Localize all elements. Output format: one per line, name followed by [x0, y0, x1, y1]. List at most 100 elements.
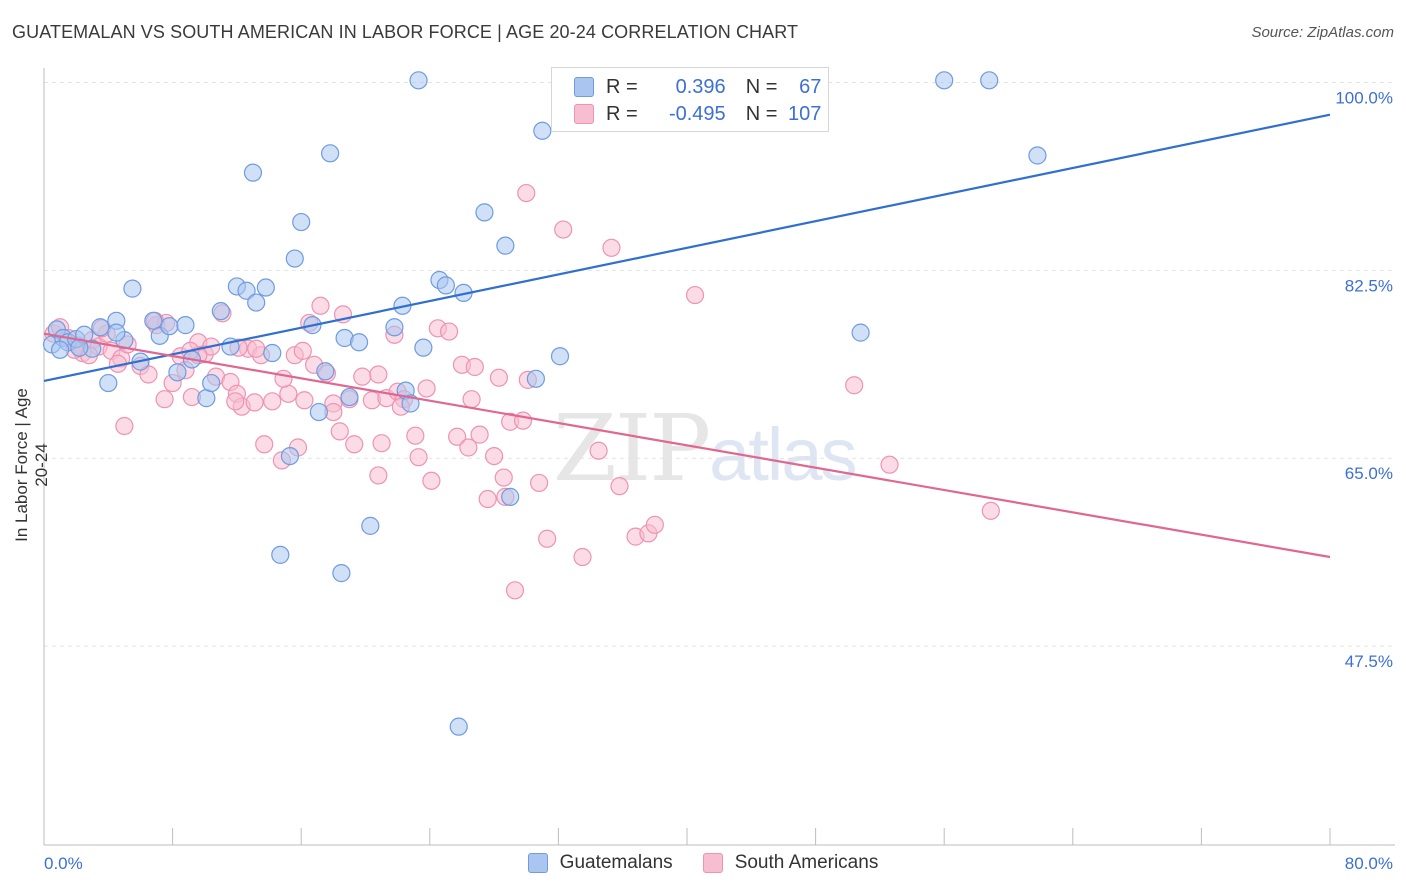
legend-row-guatemalans: R = 0.396 N = 67 [574, 74, 821, 100]
guatemalan-point [316, 362, 335, 381]
guatemalan-point [332, 564, 351, 583]
guatemalan-point [385, 318, 404, 337]
guatemalan-point [211, 302, 230, 321]
south-american-point [589, 441, 608, 460]
guatemalan-point [851, 323, 870, 342]
guatemalan-point [321, 144, 340, 163]
guatemalan-point [99, 373, 118, 393]
south-american-point [245, 393, 264, 412]
south-american-point [311, 296, 330, 315]
guatemalan-point [533, 121, 552, 140]
south-american-point [645, 515, 664, 534]
south-american-point [981, 501, 1000, 520]
guatemalan-point [202, 373, 221, 393]
south-american-point [485, 446, 504, 466]
south-american-point [439, 322, 459, 341]
south-american-point [470, 425, 489, 444]
south-american-point [554, 220, 573, 239]
guatemalan-point [550, 347, 570, 366]
south-american-point [610, 477, 629, 496]
guatemalan-point [349, 333, 369, 352]
legend-n-value: 107 [788, 102, 822, 125]
legend-label-south-americans: South Americans [734, 852, 879, 873]
south-american-point [845, 376, 864, 395]
guatemalan-point [401, 394, 420, 413]
legend-n-label: N = [745, 75, 778, 98]
south-american-point [489, 368, 509, 387]
south-american-point [417, 379, 436, 398]
y-tick-label: 65.0% [1345, 464, 1393, 483]
south-american-point [517, 183, 536, 203]
south-american-point [369, 365, 388, 384]
guatemalan-point [280, 446, 300, 466]
y-axis-label: In Labor Force | Age 20-24 [12, 388, 51, 542]
legend-label-guatemalans: Guatemalans [559, 852, 673, 873]
legend-r-value: 0.396 [675, 75, 726, 98]
guatemalan-point [409, 71, 428, 90]
guatemalan-point [1028, 146, 1047, 165]
guatemalan-point [50, 340, 70, 359]
south-american-point [602, 238, 621, 257]
guatemalan-point [91, 318, 110, 337]
south-american-point [478, 489, 497, 509]
guatemalan-point [475, 203, 494, 222]
guatemalan-point [526, 369, 545, 388]
guatemalan-point [449, 717, 468, 736]
south-american-point [406, 426, 425, 445]
guatemalan-point [176, 316, 195, 335]
guatemalan-point [168, 363, 187, 382]
south-american-point [279, 384, 298, 403]
guatemalan-point [285, 249, 304, 268]
guatemalan-point [361, 516, 380, 535]
south-american-point [372, 434, 391, 453]
south-american-point [538, 529, 557, 548]
south-american-point [345, 435, 364, 454]
south-american-point [448, 427, 467, 446]
south-american-point [263, 392, 282, 411]
guatemalan-point [309, 402, 328, 422]
guatemalan-point [160, 317, 179, 336]
south-american-point [353, 367, 372, 386]
guatemalan-point [980, 71, 999, 90]
south-american-point [330, 422, 349, 441]
south-american-point [369, 466, 388, 485]
south-american-point [465, 357, 484, 377]
legend-item-south-americans: South Americans [702, 852, 879, 874]
chart-title: GUATEMALAN VS SOUTH AMERICAN IN LABOR FO… [12, 22, 799, 42]
y-tick-label: 82.5% [1345, 276, 1393, 295]
watermark: ZIPatlas [553, 395, 857, 502]
y-tick-label: 47.5% [1345, 652, 1393, 671]
guatemalan-point [197, 389, 216, 408]
guatemalan-trend-line [43, 113, 1331, 383]
guatemalan-point [935, 71, 954, 90]
south-american-trend-line [43, 332, 1331, 559]
x-tick-label: 80.0% [1345, 854, 1393, 873]
legend-r-label: R = [606, 75, 638, 98]
guatemalan-point [144, 311, 163, 330]
south-american-point [422, 471, 441, 490]
south-american-point [505, 581, 525, 600]
watermark-zip: ZIP [553, 395, 711, 502]
guatemalan-point [243, 163, 263, 182]
south-american-point [255, 435, 274, 454]
south-american-point [530, 473, 549, 493]
guatemalan-point [340, 387, 359, 407]
legend-n-value: 67 [799, 75, 822, 98]
legend-r-label: R = [606, 102, 638, 125]
source-label: Source: ZipAtlas.com [1251, 24, 1394, 41]
guatemalan-point [247, 293, 266, 312]
south-american-point [293, 341, 312, 360]
south-american-point [115, 416, 134, 436]
south-american-point [274, 369, 293, 388]
guatemalan-point [256, 278, 275, 297]
south-american-point [459, 438, 478, 457]
guatemalan-point [414, 338, 433, 357]
south-american-point [226, 392, 245, 411]
south-american-swatch [574, 104, 594, 124]
guatemalan-point [271, 545, 290, 564]
series-legend: Guatemalans South Americans [0, 852, 1406, 874]
south-american-point [139, 365, 158, 384]
south-american-point [247, 339, 266, 358]
legend-row-south-americans: R = -0.495 N = 107 [574, 101, 821, 127]
